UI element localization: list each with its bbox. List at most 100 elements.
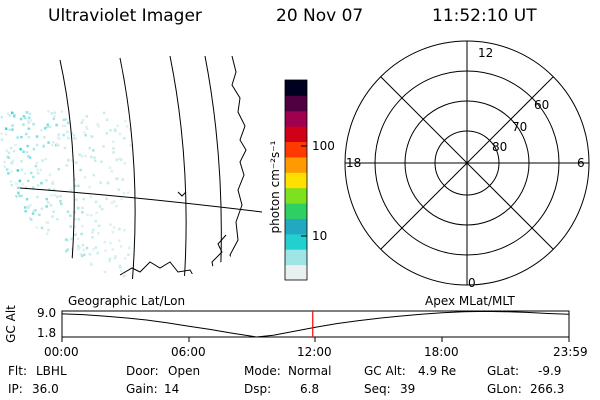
meridian-line [204, 55, 222, 280]
aurora-speck [23, 116, 27, 120]
flt-value: LBHL [36, 364, 67, 378]
aurora-speck [90, 155, 93, 159]
aurora-speck [82, 197, 85, 201]
aurora-speck [89, 195, 93, 198]
colorbar-cell [285, 264, 307, 281]
aurora-speck [118, 157, 121, 160]
gcalt-label: GC Alt: [364, 364, 406, 378]
aurora-speck [3, 237, 6, 240]
aurora-speck [96, 251, 99, 255]
aurora-speck [95, 211, 98, 215]
aurora-speck [7, 197, 11, 201]
aurora-speck [11, 159, 15, 162]
aurora-speck [16, 169, 20, 172]
aurora-speck [73, 225, 76, 228]
colorbar-cell [285, 203, 307, 219]
aurora-speck [118, 264, 122, 267]
aurora-speck [20, 168, 24, 171]
aurora-speck [27, 232, 30, 236]
geographic-label: Geographic Lat/Lon [68, 294, 186, 308]
aurora-speck [108, 257, 112, 261]
aurora-speck [92, 149, 95, 152]
aurora-speck [56, 136, 60, 139]
seq-label: Seq: [364, 382, 391, 396]
coastline [227, 55, 247, 280]
aurora-speck [35, 236, 38, 240]
aurora-speck [55, 123, 58, 127]
aurora-speck [25, 132, 28, 136]
aurora-speck [71, 159, 74, 162]
aurora-speck [5, 183, 8, 186]
aurora-speck [45, 232, 49, 235]
aurora-speck [53, 251, 57, 254]
glon-value: 266.3 [530, 382, 565, 396]
aurora-speck [112, 200, 116, 203]
aurora-speck [113, 256, 117, 260]
aurora-speck [23, 260, 26, 263]
aurora-speck [81, 119, 85, 122]
aurora-speck [39, 168, 43, 172]
aurora-speck [85, 246, 89, 250]
aurora-speck [46, 123, 49, 126]
aurora-speck [1, 202, 5, 205]
aurora-speck [74, 161, 78, 164]
aurora-speck [52, 188, 56, 192]
aurora-speck [128, 246, 131, 250]
aurora-speck [49, 203, 53, 207]
aurora-speck [13, 199, 16, 202]
aurora-speck [4, 194, 7, 197]
aurora-speck [85, 127, 89, 130]
geographic-map [0, 40, 263, 280]
ip-value: 36.0 [32, 382, 59, 396]
aurora-speck [62, 118, 66, 122]
colorbar-tick-label-10: 10 [312, 229, 328, 243]
aurora-speck [57, 257, 60, 260]
aurora-speck [40, 226, 44, 230]
gcalt-value: 4.9 Re [418, 364, 457, 378]
aurora-speck [88, 273, 91, 276]
colorbar-cell [285, 249, 307, 266]
aurora-speck [98, 205, 102, 208]
aurora-speck [88, 186, 91, 189]
aurora-speck [6, 227, 10, 230]
aurora-speck [6, 206, 9, 209]
x-tick-label: 12:00 [297, 345, 332, 359]
aurora-speck [29, 119, 32, 122]
aurora-speck [67, 158, 70, 162]
aurora-speck [23, 220, 26, 223]
aurora-speck [6, 112, 10, 115]
aurora-speck [31, 254, 34, 257]
aurora-speck [10, 279, 13, 280]
aurora-speck [74, 276, 77, 279]
aurora-speck [108, 260, 111, 263]
aurora-speck [102, 111, 106, 115]
aurora-speck [32, 122, 35, 126]
aurora-speck [10, 267, 14, 271]
aurora-speck [66, 270, 70, 273]
aurora-speck [112, 140, 115, 144]
aurora-speck [77, 245, 80, 248]
aurora-speck [14, 143, 17, 147]
mlt-label-18: 18 [346, 156, 362, 170]
aurora-speck [13, 245, 16, 249]
aurora-speck [114, 177, 118, 181]
aurora-speck [32, 255, 36, 258]
aurora-speck [51, 143, 54, 147]
aurora-speck [0, 167, 3, 171]
aurora-speck [20, 135, 23, 139]
aurora-speck [47, 110, 50, 113]
aurora-speck [29, 218, 33, 221]
aurora-speck [97, 224, 101, 227]
aurora-speck [1, 215, 5, 219]
aurora-speck [112, 147, 115, 150]
door-label: Door: [126, 364, 159, 378]
aurora-speck [46, 125, 49, 128]
aurora-speck [4, 133, 8, 136]
aurora-speck [89, 214, 93, 217]
aurora-speck [100, 208, 104, 211]
aurora-speck [16, 136, 19, 139]
aurora-speck [21, 182, 24, 186]
aurora-speck [77, 218, 81, 221]
aurora-speck [72, 134, 76, 137]
